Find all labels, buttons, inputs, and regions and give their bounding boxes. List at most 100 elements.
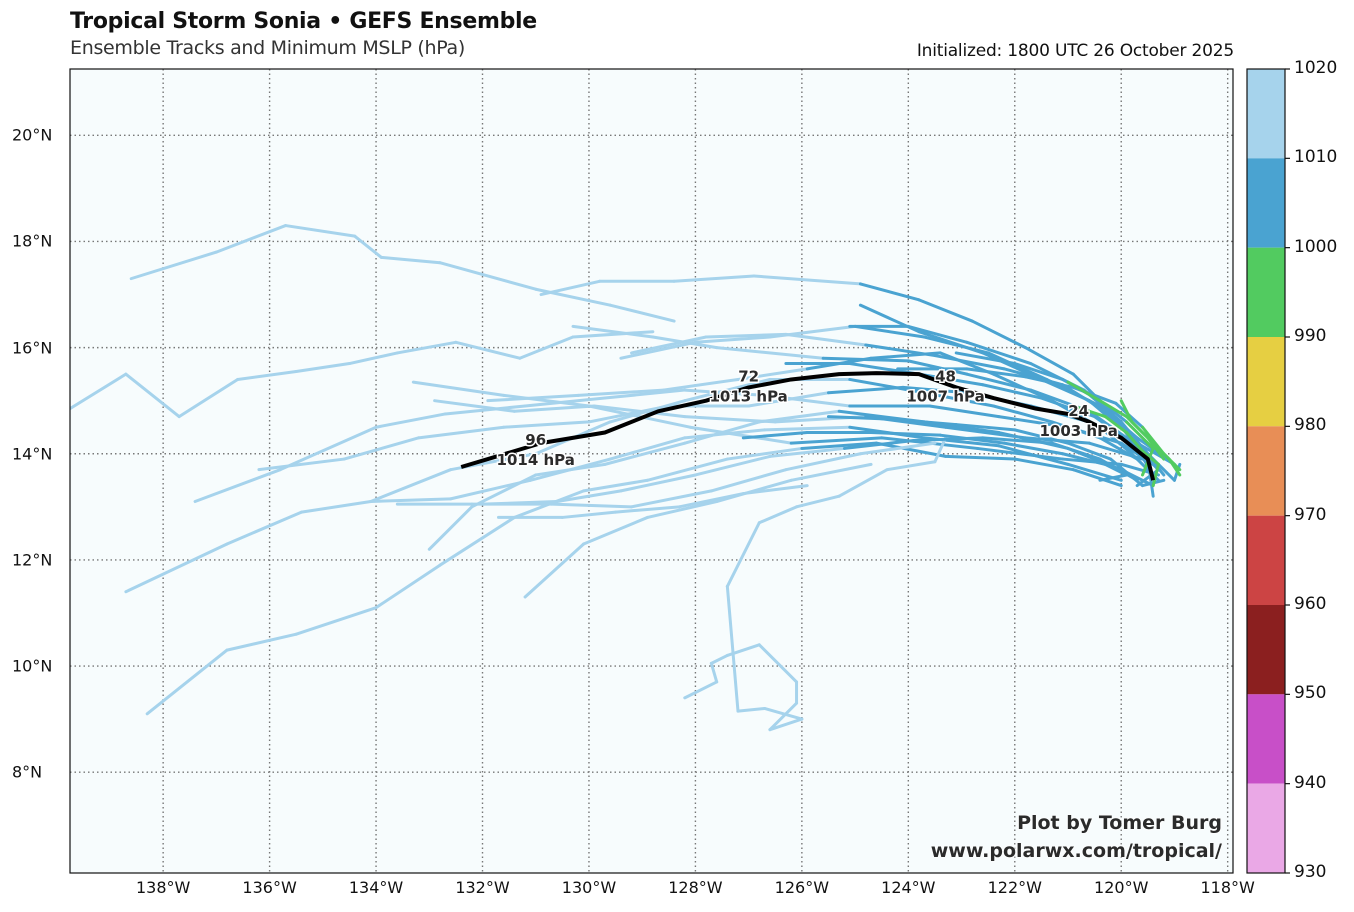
- ensemble-track-segment: [826, 385, 905, 395]
- chart-title: Tropical Storm Sonia • GEFS Ensemble: [70, 9, 537, 34]
- ensemble-track-segment: [768, 717, 804, 732]
- ensemble-track-segment: [523, 542, 586, 599]
- ensemble-track-segment: [933, 436, 948, 464]
- colorbar-tick-label: 1010: [1294, 147, 1338, 168]
- forecast-hour-label: 48: [935, 367, 956, 385]
- ensemble-track-segment: [858, 303, 921, 334]
- ensemble-track-segment: [683, 377, 772, 403]
- colorbar-bin: [1247, 158, 1285, 248]
- ensemble-track-segment: [1023, 375, 1075, 389]
- map-frame: [69, 68, 1234, 874]
- colorbar-bin: [1247, 247, 1285, 337]
- ensemble-track-segment: [443, 404, 527, 416]
- ensemble-track-segment: [619, 473, 697, 493]
- ensemble-track-segment: [1098, 436, 1139, 461]
- ensemble-track-segment: [874, 441, 948, 458]
- ensemble-track-segment: [683, 680, 719, 700]
- ensemble-track-segment: [571, 330, 655, 339]
- ensemble-track-segment: [795, 494, 841, 509]
- latitude-tick-label: 12°N: [12, 550, 53, 570]
- ensemble-track-segment: [502, 420, 591, 429]
- ensemble-track-segment: [922, 391, 995, 408]
- ensemble-track-segment: [991, 404, 1054, 424]
- colorbar-bin: [1247, 69, 1285, 159]
- colorbar-bin: [1247, 694, 1285, 784]
- ensemble-track-segment: [1167, 457, 1182, 477]
- ensemble-track-segment: [826, 415, 894, 421]
- ensemble-track-segment: [1013, 362, 1065, 381]
- ensemble-track-segment: [576, 388, 665, 397]
- ensemble-track-segment: [555, 489, 623, 504]
- ensemble-track-segment: [789, 462, 873, 482]
- colorbar-tick-label: 930: [1294, 862, 1327, 882]
- ensemble-track-segment: [528, 457, 612, 482]
- ensemble-track-segment: [688, 425, 793, 445]
- ensemble-mean-track: [460, 371, 1156, 481]
- ensemble-track-segment: [768, 701, 799, 732]
- ensemble-track-segment: [1071, 404, 1107, 419]
- ensemble-track-segment: [438, 261, 538, 291]
- ensemble-track-segment: [1050, 441, 1102, 461]
- ensemble-track-segment: [1061, 452, 1107, 466]
- ensemble-track-segment: [512, 404, 596, 413]
- colorbar-tick-label: 970: [1294, 504, 1327, 525]
- colorbar-tick-label: 950: [1294, 683, 1327, 704]
- ensemble-track-segment: [454, 340, 522, 360]
- longitude-tick-label: 136°W: [242, 878, 297, 897]
- ensemble-track-segment: [976, 446, 1065, 461]
- longitude-tick-label: 118°W: [1200, 878, 1255, 897]
- colorbar-bin: [1247, 605, 1285, 695]
- ensemble-track-segment: [1013, 428, 1070, 445]
- longitude-tick-label: 122°W: [987, 878, 1042, 897]
- ensemble-track-segment: [518, 335, 575, 360]
- ensemble-track-segment: [986, 351, 1049, 381]
- ensemble-track-segment: [858, 282, 921, 302]
- ensemble-track-segment: [614, 505, 681, 514]
- ensemble-track-segment: [369, 468, 453, 504]
- ensemble-track-segment: [981, 383, 1043, 400]
- ensemble-track-segment: [954, 423, 1017, 432]
- ensemble-track-segment: [981, 351, 1043, 381]
- ensemble-track-segment: [917, 298, 974, 323]
- ensemble-track-segment: [438, 515, 516, 567]
- ensemble-track-segment: [784, 332, 868, 347]
- ensemble-track-segment: [757, 505, 799, 525]
- ensemble-track-segment: [225, 510, 304, 546]
- ensemble-track-segment: [294, 606, 378, 636]
- ensemble-track-segment: [763, 425, 852, 432]
- ensemble-track-segment: [1066, 380, 1102, 403]
- pressure-colorbar: [1246, 68, 1290, 874]
- ensemble-track-segment: [965, 340, 1033, 366]
- ensemble-track-segment: [1039, 396, 1097, 419]
- ensemble-track-segment: [587, 404, 671, 424]
- forecast-hour-label: 96: [525, 431, 546, 449]
- ensemble-track-segment: [1141, 449, 1160, 466]
- ensemble-track-segment: [890, 417, 958, 427]
- ensemble-track-segment: [709, 653, 729, 665]
- colorbar-tick-label: 960: [1294, 594, 1327, 614]
- longitude-tick-label: 128°W: [668, 878, 723, 897]
- ensemble-track-segment: [427, 505, 474, 551]
- ensemble-track-segment: [853, 324, 926, 339]
- ensemble-track-segment: [763, 706, 804, 721]
- ensemble-track-segment: [789, 436, 884, 445]
- colorbar-tick-label: 1000: [1294, 236, 1338, 257]
- ensemble-track-segment: [944, 454, 1017, 461]
- ensemble-track-segment: [768, 446, 846, 458]
- ensemble-track-segment: [693, 335, 772, 344]
- latitude-tick-label: 16°N: [12, 338, 53, 358]
- ensemble-track-segment: [757, 643, 799, 684]
- ensemble-track-segment: [294, 362, 351, 373]
- latitude-tick-label: 18°N: [12, 231, 53, 251]
- ensemble-track-segment: [747, 391, 830, 408]
- ensemble-track-segment: [193, 468, 282, 504]
- ensemble-track-segment: [741, 484, 809, 496]
- ensemble-track-segment: [965, 367, 1027, 379]
- ensemble-track-segment: [145, 648, 229, 716]
- latitude-tick-label: 10°N: [12, 656, 53, 676]
- ensemble-track-segment: [901, 385, 969, 395]
- ensemble-track-segment: [683, 388, 767, 397]
- ensemble-track-segment: [1103, 415, 1129, 435]
- ensemble-track-segment: [933, 354, 1006, 371]
